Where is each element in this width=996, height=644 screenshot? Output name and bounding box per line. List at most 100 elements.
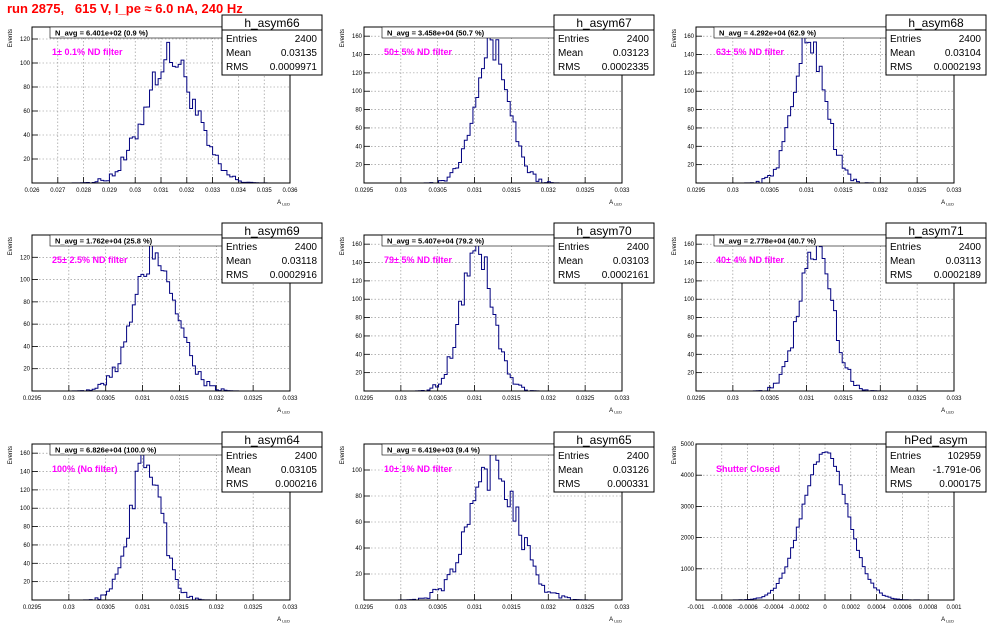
y-tick-label: 80 (23, 525, 30, 531)
navg-label: N_avg = 5.407e+04 (79.2 %) (387, 237, 485, 246)
filter-label: 100% (No filter) (52, 464, 118, 474)
y-tick-label: 40 (355, 546, 362, 552)
x-tick-label: -0.0006 (737, 605, 758, 611)
y-tick-label: 120 (684, 71, 695, 77)
navg-label: N_avg = 2.778e+04 (40.7 %) (719, 237, 817, 246)
x-tick-label: 0.0305 (761, 188, 780, 194)
y-tick-label: 140 (684, 53, 695, 59)
x-tick-label: 0.03 (63, 396, 75, 402)
x-tick-label: 0.032 (873, 396, 889, 402)
stats-mean-value: 0.03123 (613, 48, 650, 59)
y-tick-label: 40 (355, 352, 362, 358)
x-tick-label: 0.031 (799, 396, 815, 402)
x-tick-label: 0 (823, 605, 827, 611)
x-axis-label: A LED (609, 408, 622, 415)
x-tick-label: 0.028 (76, 188, 92, 194)
y-tick-label: 160 (684, 34, 695, 40)
stats-mean-value: 0.03135 (281, 48, 318, 59)
y-tick-label: 20 (23, 367, 30, 373)
y-tick-label: 20 (355, 163, 362, 169)
navg-label: N_avg = 3.458e+04 (50.7 %) (387, 29, 485, 38)
x-tick-label: 0.0305 (429, 188, 448, 194)
stats-entries-value: 102959 (948, 451, 982, 462)
stats-entries-value: 2400 (295, 34, 318, 45)
y-tick-label: 80 (355, 494, 362, 500)
x-tick-label: 0.0325 (576, 396, 595, 402)
histogram-panel-hPed_asym: -0.001 -0.0008 -0.0006 -0.0004 -0.0002 0 0.000… (664, 431, 996, 644)
filter-label: 79± 5% ND filter (384, 255, 452, 265)
page-title: run 2875, 615 V, I_pe ≈ 6.0 nA, 240 Hz (7, 1, 243, 16)
y-axis-label: Events (672, 446, 678, 464)
y-tick-label: 120 (20, 37, 31, 43)
x-tick-label: -0.0008 (712, 605, 733, 611)
stats-box (885, 14, 987, 76)
x-tick-label: 0.027 (50, 188, 66, 194)
stats-rms-value: 0.0002161 (602, 270, 650, 281)
x-tick-label: 0.0325 (576, 188, 595, 194)
histogram-svg: 0.0295 0.03 0.0305 0.031 0.0315 0.032 0.0325 0.… (8, 431, 323, 624)
y-axis-label: Events (8, 29, 14, 47)
y-tick-label: 60 (355, 520, 362, 526)
y-tick-label: 120 (684, 279, 695, 285)
y-tick-label: 100 (352, 468, 363, 474)
x-tick-label: 0.0295 (687, 188, 706, 194)
y-tick-label: 2000 (681, 536, 695, 542)
x-tick-label: 0.032 (541, 396, 557, 402)
y-tick-label: 20 (355, 371, 362, 377)
x-tick-label: 0.0002 (842, 605, 861, 611)
x-tick-label: 0.0325 (908, 188, 927, 194)
x-tick-label: 0.0325 (244, 396, 263, 402)
y-tick-label: 100 (352, 297, 363, 303)
y-tick-label: 20 (687, 163, 694, 169)
x-tick-label: 0.0315 (834, 396, 853, 402)
x-tick-label: 0.031 (799, 188, 815, 194)
y-tick-label: 60 (23, 322, 30, 328)
histogram-name: h_asym67 (576, 16, 632, 30)
stats-entries-value: 2400 (295, 451, 318, 462)
histogram-svg: 0.0295 0.03 0.0305 0.031 0.0315 0.032 0.0325 0.… (8, 222, 323, 415)
y-tick-label: 4000 (681, 473, 695, 479)
stats-box (221, 222, 323, 284)
stats-rms-value: 0.0002916 (270, 270, 318, 281)
stats-entries-value: 2400 (959, 242, 982, 253)
x-tick-label: 0.0004 (867, 605, 886, 611)
x-tick-label: 0.026 (24, 188, 40, 194)
x-tick-label: 0.033 (946, 188, 962, 194)
x-tick-label: 0.0315 (502, 605, 521, 611)
x-axis-label: A LED (609, 200, 622, 207)
y-tick-label: 80 (23, 300, 30, 306)
plot-frame (695, 443, 955, 601)
y-axis-label: Events (340, 237, 346, 255)
x-tick-label: 0.0305 (761, 396, 780, 402)
y-tick-label: 140 (352, 53, 363, 59)
y-tick-label: 100 (684, 297, 695, 303)
stats-mean-value: -1.791e-06 (933, 465, 982, 476)
histogram-panel-h_asym68: 0.0295 0.03 0.0305 0.031 0.0315 0.032 0.0325 0.… (664, 14, 996, 227)
histogram-svg: -0.001 -0.0008 -0.0006 -0.0004 -0.0002 0 0.000… (672, 431, 987, 624)
stats-rms-label: RMS (226, 479, 249, 490)
y-tick-label: 40 (687, 352, 694, 358)
histogram-panel-h_asym66: 0.026 0.027 0.028 0.029 0.03 0.031 0.032 0.033 0… (0, 14, 332, 227)
stats-mean-value: 0.03126 (613, 465, 650, 476)
stats-rms-value: 0.000331 (607, 479, 649, 490)
stats-mean-value: 0.03113 (946, 256, 982, 267)
x-tick-label: 0.0295 (355, 188, 374, 194)
y-tick-label: 160 (352, 242, 363, 248)
x-tick-label: 0.032 (873, 188, 889, 194)
filter-label: Shutter Closed (716, 464, 780, 474)
x-tick-label: 0.0305 (97, 605, 116, 611)
stats-mean-value: 0.03105 (281, 465, 318, 476)
stats-rms-value: 0.0002335 (602, 62, 650, 73)
y-tick-label: 80 (355, 108, 362, 114)
x-tick-label: 0.0295 (23, 605, 42, 611)
x-axis-label: A LED (277, 408, 290, 415)
y-tick-label: 100 (20, 506, 31, 512)
y-tick-label: 120 (20, 255, 31, 261)
histogram-name: h_asym64 (244, 433, 300, 447)
navg-label: N_avg = 6.401e+02 (0.9 %) (55, 29, 148, 38)
x-tick-label: 0.036 (282, 188, 298, 194)
y-tick-label: 160 (684, 242, 695, 248)
histogram-panel-h_asym69: 0.0295 0.03 0.0305 0.031 0.0315 0.032 0.0325 0.… (0, 222, 332, 435)
x-tick-label: 0.032 (209, 396, 225, 402)
y-axis-label: Events (672, 29, 678, 47)
